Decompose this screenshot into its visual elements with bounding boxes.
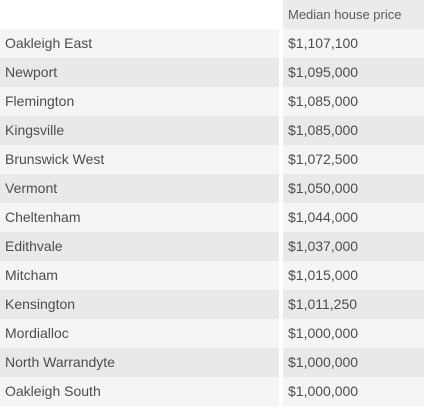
header-price-cell: Median house price bbox=[283, 0, 424, 29]
price-cell: $1,107,100 bbox=[283, 29, 424, 58]
table-row: Mitcham $1,015,000 bbox=[0, 261, 424, 290]
suburb-cell: Kensington bbox=[0, 290, 279, 319]
suburb-cell: Oakleigh South bbox=[0, 377, 279, 406]
price-cell: $1,037,000 bbox=[283, 232, 424, 261]
table-row: Kingsville $1,085,000 bbox=[0, 116, 424, 145]
suburb-cell: Oakleigh East bbox=[0, 29, 279, 58]
suburb-cell: Brunswick West bbox=[0, 145, 279, 174]
table-row: Vermont $1,050,000 bbox=[0, 174, 424, 203]
price-cell: $1,000,000 bbox=[283, 319, 424, 348]
price-cell: $1,085,000 bbox=[283, 87, 424, 116]
price-cell: $1,072,500 bbox=[283, 145, 424, 174]
price-cell: $1,011,250 bbox=[283, 290, 424, 319]
price-cell: $1,015,000 bbox=[283, 261, 424, 290]
table-row: Oakleigh South $1,000,000 bbox=[0, 377, 424, 406]
suburb-cell: Kingsville bbox=[0, 116, 279, 145]
table-row: Oakleigh East $1,107,100 bbox=[0, 29, 424, 58]
table-row: Mordialloc $1,000,000 bbox=[0, 319, 424, 348]
table-row: Cheltenham $1,044,000 bbox=[0, 203, 424, 232]
table-row: Newport $1,095,000 bbox=[0, 58, 424, 87]
price-cell: $1,050,000 bbox=[283, 174, 424, 203]
suburb-cell: Newport bbox=[0, 58, 279, 87]
suburb-cell: Edithvale bbox=[0, 232, 279, 261]
table-row: Kensington $1,011,250 bbox=[0, 290, 424, 319]
price-cell: $1,095,000 bbox=[283, 58, 424, 87]
price-cell: $1,044,000 bbox=[283, 203, 424, 232]
suburb-cell: Mitcham bbox=[0, 261, 279, 290]
table-row: North Warrandyte $1,000,000 bbox=[0, 348, 424, 377]
table-header-row: Median house price bbox=[0, 0, 424, 29]
table-row: Brunswick West $1,072,500 bbox=[0, 145, 424, 174]
suburb-cell: Vermont bbox=[0, 174, 279, 203]
price-cell: $1,000,000 bbox=[283, 377, 424, 406]
table-row: Flemington $1,085,000 bbox=[0, 87, 424, 116]
table-row: Edithvale $1,037,000 bbox=[0, 232, 424, 261]
price-cell: $1,000,000 bbox=[283, 348, 424, 377]
suburb-cell: North Warrandyte bbox=[0, 348, 279, 377]
suburb-cell: Cheltenham bbox=[0, 203, 279, 232]
price-cell: $1,085,000 bbox=[283, 116, 424, 145]
suburb-cell: Mordialloc bbox=[0, 319, 279, 348]
suburb-cell: Flemington bbox=[0, 87, 279, 116]
